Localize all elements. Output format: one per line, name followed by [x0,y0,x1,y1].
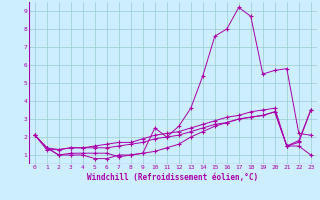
X-axis label: Windchill (Refroidissement éolien,°C): Windchill (Refroidissement éolien,°C) [87,173,258,182]
